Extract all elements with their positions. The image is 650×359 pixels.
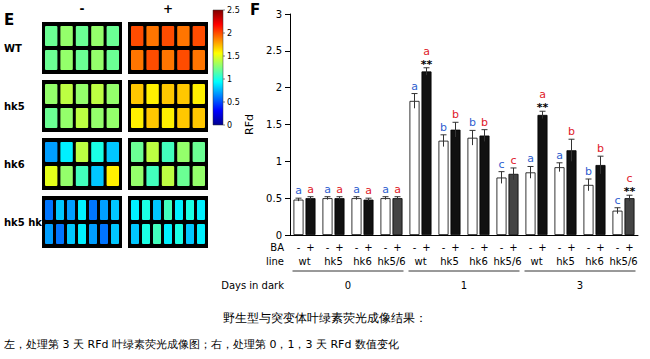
svg-text:+: + (364, 242, 372, 253)
svg-text:1: 1 (276, 156, 282, 167)
svg-text:line: line (266, 256, 284, 267)
svg-text:hk5/6: hk5/6 (609, 256, 637, 267)
svg-text:-: - (529, 242, 533, 253)
svg-text:hk6: hk6 (469, 256, 488, 267)
svg-text:c: c (510, 154, 516, 167)
svg-text:a: a (353, 183, 360, 196)
svg-text:-: - (587, 242, 591, 253)
svg-text:E: E (4, 11, 14, 29)
svg-text:+: + (393, 242, 401, 253)
svg-text:+: + (480, 242, 488, 253)
svg-text:-: - (384, 242, 388, 253)
svg-text:0: 0 (345, 280, 351, 291)
svg-text:a: a (411, 80, 418, 93)
svg-text:1: 1 (461, 280, 467, 291)
svg-text:-: - (80, 2, 85, 16)
svg-text:Days in dark: Days in dark (221, 280, 284, 291)
svg-text:0: 0 (276, 230, 282, 241)
svg-text:野生型与突变体叶绿素荧光成像结果：: 野生型与突变体叶绿素荧光成像结果： (223, 311, 427, 325)
svg-text:-: - (413, 242, 417, 253)
svg-text:+: + (335, 242, 343, 253)
svg-text:1: 1 (227, 75, 232, 84)
svg-text:3: 3 (577, 280, 583, 291)
svg-text:b: b (585, 165, 592, 178)
svg-text:左，处理第 3 天 RFd 叶绿素荧光成像图；右，处理第 0: 左，处理第 3 天 RFd 叶绿素荧光成像图；右，处理第 0，1，3 天 RFd… (4, 338, 399, 351)
svg-text:b: b (469, 116, 476, 129)
svg-text:0.5: 0.5 (227, 98, 240, 107)
svg-text:a: a (527, 152, 534, 165)
svg-text:a: a (365, 184, 372, 197)
svg-text:hk5: hk5 (324, 256, 343, 267)
svg-text:hk6: hk6 (353, 256, 372, 267)
svg-text:-: - (297, 242, 301, 253)
svg-text:a: a (423, 45, 430, 58)
svg-text:b: b (481, 116, 488, 129)
svg-text:+: + (306, 242, 314, 253)
svg-text:hk6: hk6 (4, 159, 25, 170)
svg-text:-: - (500, 242, 504, 253)
svg-text:RFd: RFd (243, 114, 256, 135)
svg-text:+: + (422, 242, 430, 253)
svg-text:2.5: 2.5 (266, 45, 282, 56)
svg-text:-: - (471, 242, 475, 253)
svg-text:-: - (326, 242, 330, 253)
svg-text:BA: BA (270, 242, 284, 253)
svg-text:b: b (597, 142, 604, 155)
svg-text:c: c (614, 194, 620, 207)
svg-text:hk5: hk5 (440, 256, 459, 267)
svg-text:+: + (567, 242, 575, 253)
svg-text:hk5: hk5 (4, 101, 25, 112)
svg-text:wt: wt (530, 256, 542, 267)
svg-text:b: b (452, 108, 459, 121)
svg-text:1.5: 1.5 (266, 119, 282, 130)
svg-text:a: a (307, 183, 314, 196)
svg-text:2: 2 (227, 29, 232, 38)
svg-text:1.5: 1.5 (227, 52, 240, 61)
svg-text:wt: wt (414, 256, 426, 267)
svg-text:a: a (336, 183, 343, 196)
svg-text:-: - (355, 242, 359, 253)
svg-text:c: c (626, 172, 632, 185)
svg-text:0.5: 0.5 (266, 193, 282, 204)
svg-text:hk5: hk5 (556, 256, 575, 267)
svg-text:0: 0 (227, 121, 232, 130)
svg-text:3: 3 (276, 9, 282, 20)
svg-text:+: + (509, 242, 517, 253)
svg-text:a: a (539, 88, 546, 101)
svg-text:hk6: hk6 (585, 256, 604, 267)
svg-text:hk5/6: hk5/6 (493, 256, 521, 267)
svg-text:c: c (498, 158, 504, 171)
svg-text:wt: wt (298, 256, 310, 267)
svg-text:hk5/6: hk5/6 (377, 256, 405, 267)
svg-text:a: a (324, 183, 331, 196)
svg-text:**: ** (537, 101, 549, 114)
svg-text:+: + (625, 242, 633, 253)
svg-text:**: ** (421, 58, 433, 71)
svg-text:+: + (451, 242, 459, 253)
svg-text:b: b (568, 125, 575, 138)
svg-text:+: + (538, 242, 546, 253)
svg-text:-: - (558, 242, 562, 253)
svg-text:hk5 hk6: hk5 hk6 (4, 216, 49, 228)
svg-text:WT: WT (4, 43, 22, 54)
svg-text:a: a (556, 149, 563, 162)
svg-text:+: + (163, 2, 173, 16)
svg-text:F: F (250, 1, 260, 19)
svg-text:a: a (382, 183, 389, 196)
svg-text:2: 2 (276, 82, 282, 93)
svg-text:b: b (440, 121, 447, 134)
svg-text:-: - (442, 242, 446, 253)
svg-text:+: + (596, 242, 604, 253)
svg-text:-: - (616, 242, 620, 253)
svg-text:a: a (394, 183, 401, 196)
svg-text:a: a (295, 184, 302, 197)
svg-text:**: ** (624, 185, 636, 198)
svg-text:2.5: 2.5 (227, 6, 240, 15)
